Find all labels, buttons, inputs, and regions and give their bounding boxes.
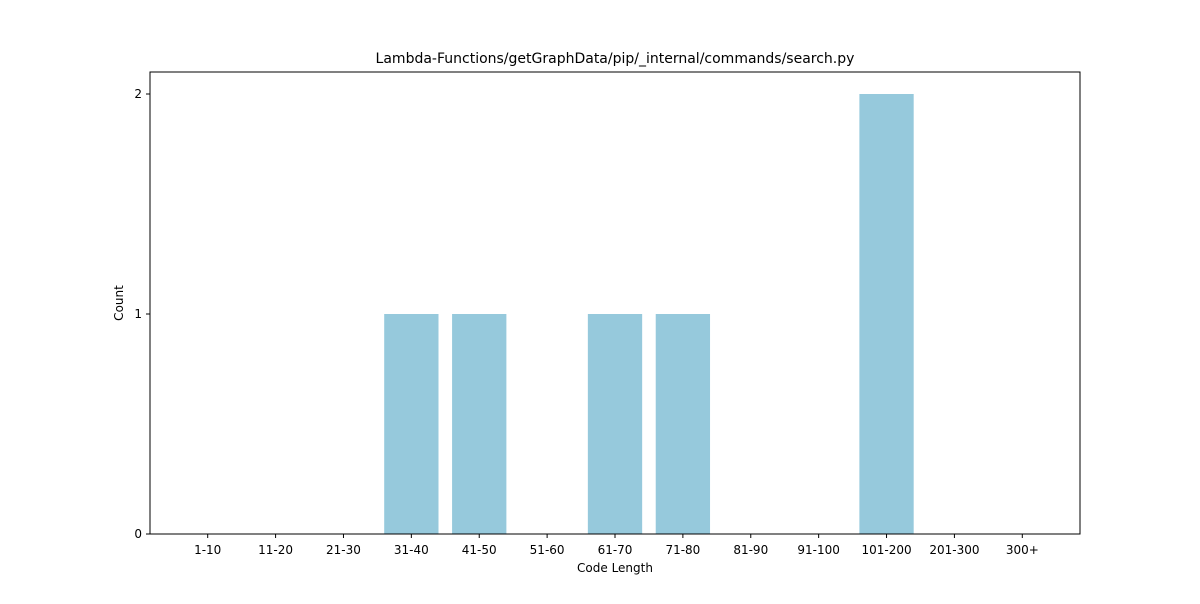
y-axis-label: Count (112, 285, 126, 321)
y-axis-ticks: 0 1 2 (134, 87, 150, 541)
x-tick-label: 201-300 (929, 543, 979, 557)
y-tick-label: 2 (134, 87, 142, 101)
x-tick-label: 61-70 (598, 543, 633, 557)
x-tick-label: 11-20 (258, 543, 293, 557)
x-tick-label: 31-40 (394, 543, 429, 557)
y-tick-label: 0 (134, 527, 142, 541)
x-tick-label: 41-50 (462, 543, 497, 557)
x-tick-label: 81-90 (733, 543, 768, 557)
x-tick-label: 91-100 (797, 543, 840, 557)
bars-layer (384, 94, 914, 534)
x-tick-label: 71-80 (665, 543, 700, 557)
bar-101-200 (859, 94, 914, 534)
x-tick-label: 21-30 (326, 543, 361, 557)
chart-title: Lambda-Functions/getGraphData/pip/_inter… (376, 51, 855, 67)
x-tick-label: 1-10 (194, 543, 221, 557)
bar-41-50 (452, 314, 507, 534)
x-axis-ticks: 1-10 11-20 21-30 31-40 41-50 51-60 61-70 71-80 8… (194, 534, 1039, 557)
y-tick-label: 1 (134, 307, 142, 321)
x-tick-label: 51-60 (530, 543, 565, 557)
bar-31-40 (384, 314, 439, 534)
bar-61-70 (587, 314, 643, 534)
x-tick-label: 101-200 (861, 543, 911, 557)
bar-71-80 (655, 314, 711, 534)
x-tick-label: 300+ (1006, 543, 1039, 557)
x-axis-label: Code Length (577, 561, 653, 575)
